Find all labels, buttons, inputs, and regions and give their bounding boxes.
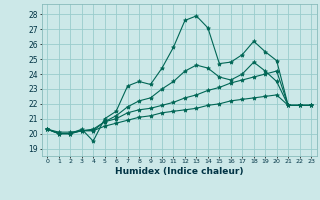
- X-axis label: Humidex (Indice chaleur): Humidex (Indice chaleur): [115, 167, 244, 176]
